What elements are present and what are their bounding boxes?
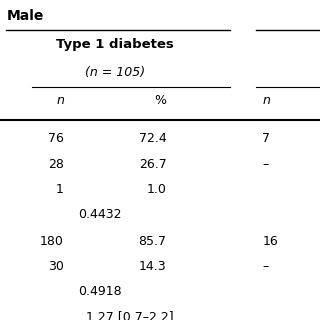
Text: %: %: [155, 94, 166, 107]
Text: 180: 180: [40, 235, 64, 248]
Text: 72.4: 72.4: [139, 132, 166, 146]
Text: –: –: [262, 157, 269, 171]
Text: 1: 1: [56, 183, 64, 196]
Text: 1.27 [0.7–2.2]: 1.27 [0.7–2.2]: [86, 310, 174, 320]
Text: n: n: [262, 94, 270, 107]
Text: 1.0: 1.0: [147, 183, 166, 196]
Text: n: n: [56, 94, 64, 107]
Text: –: –: [262, 260, 269, 273]
Text: 30: 30: [48, 260, 64, 273]
Text: 16: 16: [262, 235, 278, 248]
Text: 0.4918: 0.4918: [78, 285, 122, 298]
Text: Male: Male: [6, 9, 44, 22]
Text: 28: 28: [48, 157, 64, 171]
Text: 76: 76: [48, 132, 64, 146]
Text: 14.3: 14.3: [139, 260, 166, 273]
Text: 85.7: 85.7: [139, 235, 166, 248]
Text: 0.4432: 0.4432: [78, 208, 122, 221]
Text: 7: 7: [262, 132, 270, 146]
Text: 26.7: 26.7: [139, 157, 166, 171]
Text: Type 1 diabetes: Type 1 diabetes: [56, 38, 174, 52]
Text: (n = 105): (n = 105): [85, 66, 145, 78]
